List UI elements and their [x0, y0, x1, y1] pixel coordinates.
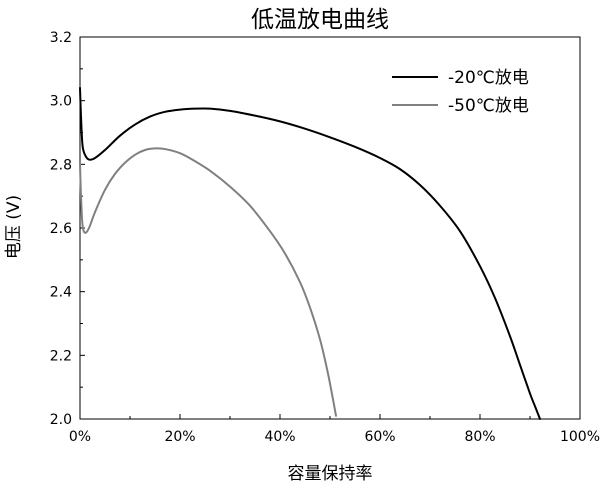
x-axis-label: 容量保持率 — [288, 464, 373, 484]
y-axis-label: 电压 (V) — [4, 195, 24, 259]
legend: -20℃放电 -50℃放电 — [392, 68, 529, 116]
plot-axes — [79, 36, 581, 420]
y-tick-label: 3.2 — [50, 30, 72, 46]
plot-frame — [79, 36, 581, 420]
x-tick-label: 80% — [464, 429, 495, 445]
legend-label-1: -50℃放电 — [448, 96, 529, 116]
y-tick-label: 2.0 — [50, 412, 72, 428]
x-tick-label: 100% — [560, 429, 600, 445]
x-tick-label: 60% — [364, 429, 395, 445]
x-tick-label: 40% — [264, 429, 295, 445]
legend-label-0: -20℃放电 — [448, 68, 529, 88]
y-tick-label: 2.8 — [50, 157, 72, 173]
series-line-0 — [79, 86, 541, 420]
x-tick-label: 0% — [69, 429, 91, 445]
y-tick-label: 2.4 — [50, 285, 72, 301]
chart-title: 低温放电曲线 — [251, 7, 389, 33]
y-tick-label: 3.0 — [50, 94, 72, 110]
series-lines — [79, 86, 541, 420]
x-tick-label: 20% — [164, 429, 195, 445]
tick-marks: 0% 20% 40% 60% 80% 100% 2.0 2.2 2.4 2.6 2.8 3.0 3.2 — [50, 30, 600, 445]
y-tick-label: 2.6 — [50, 221, 72, 237]
series-line-1 — [79, 147, 337, 417]
y-tick-label: 2.2 — [50, 348, 72, 364]
